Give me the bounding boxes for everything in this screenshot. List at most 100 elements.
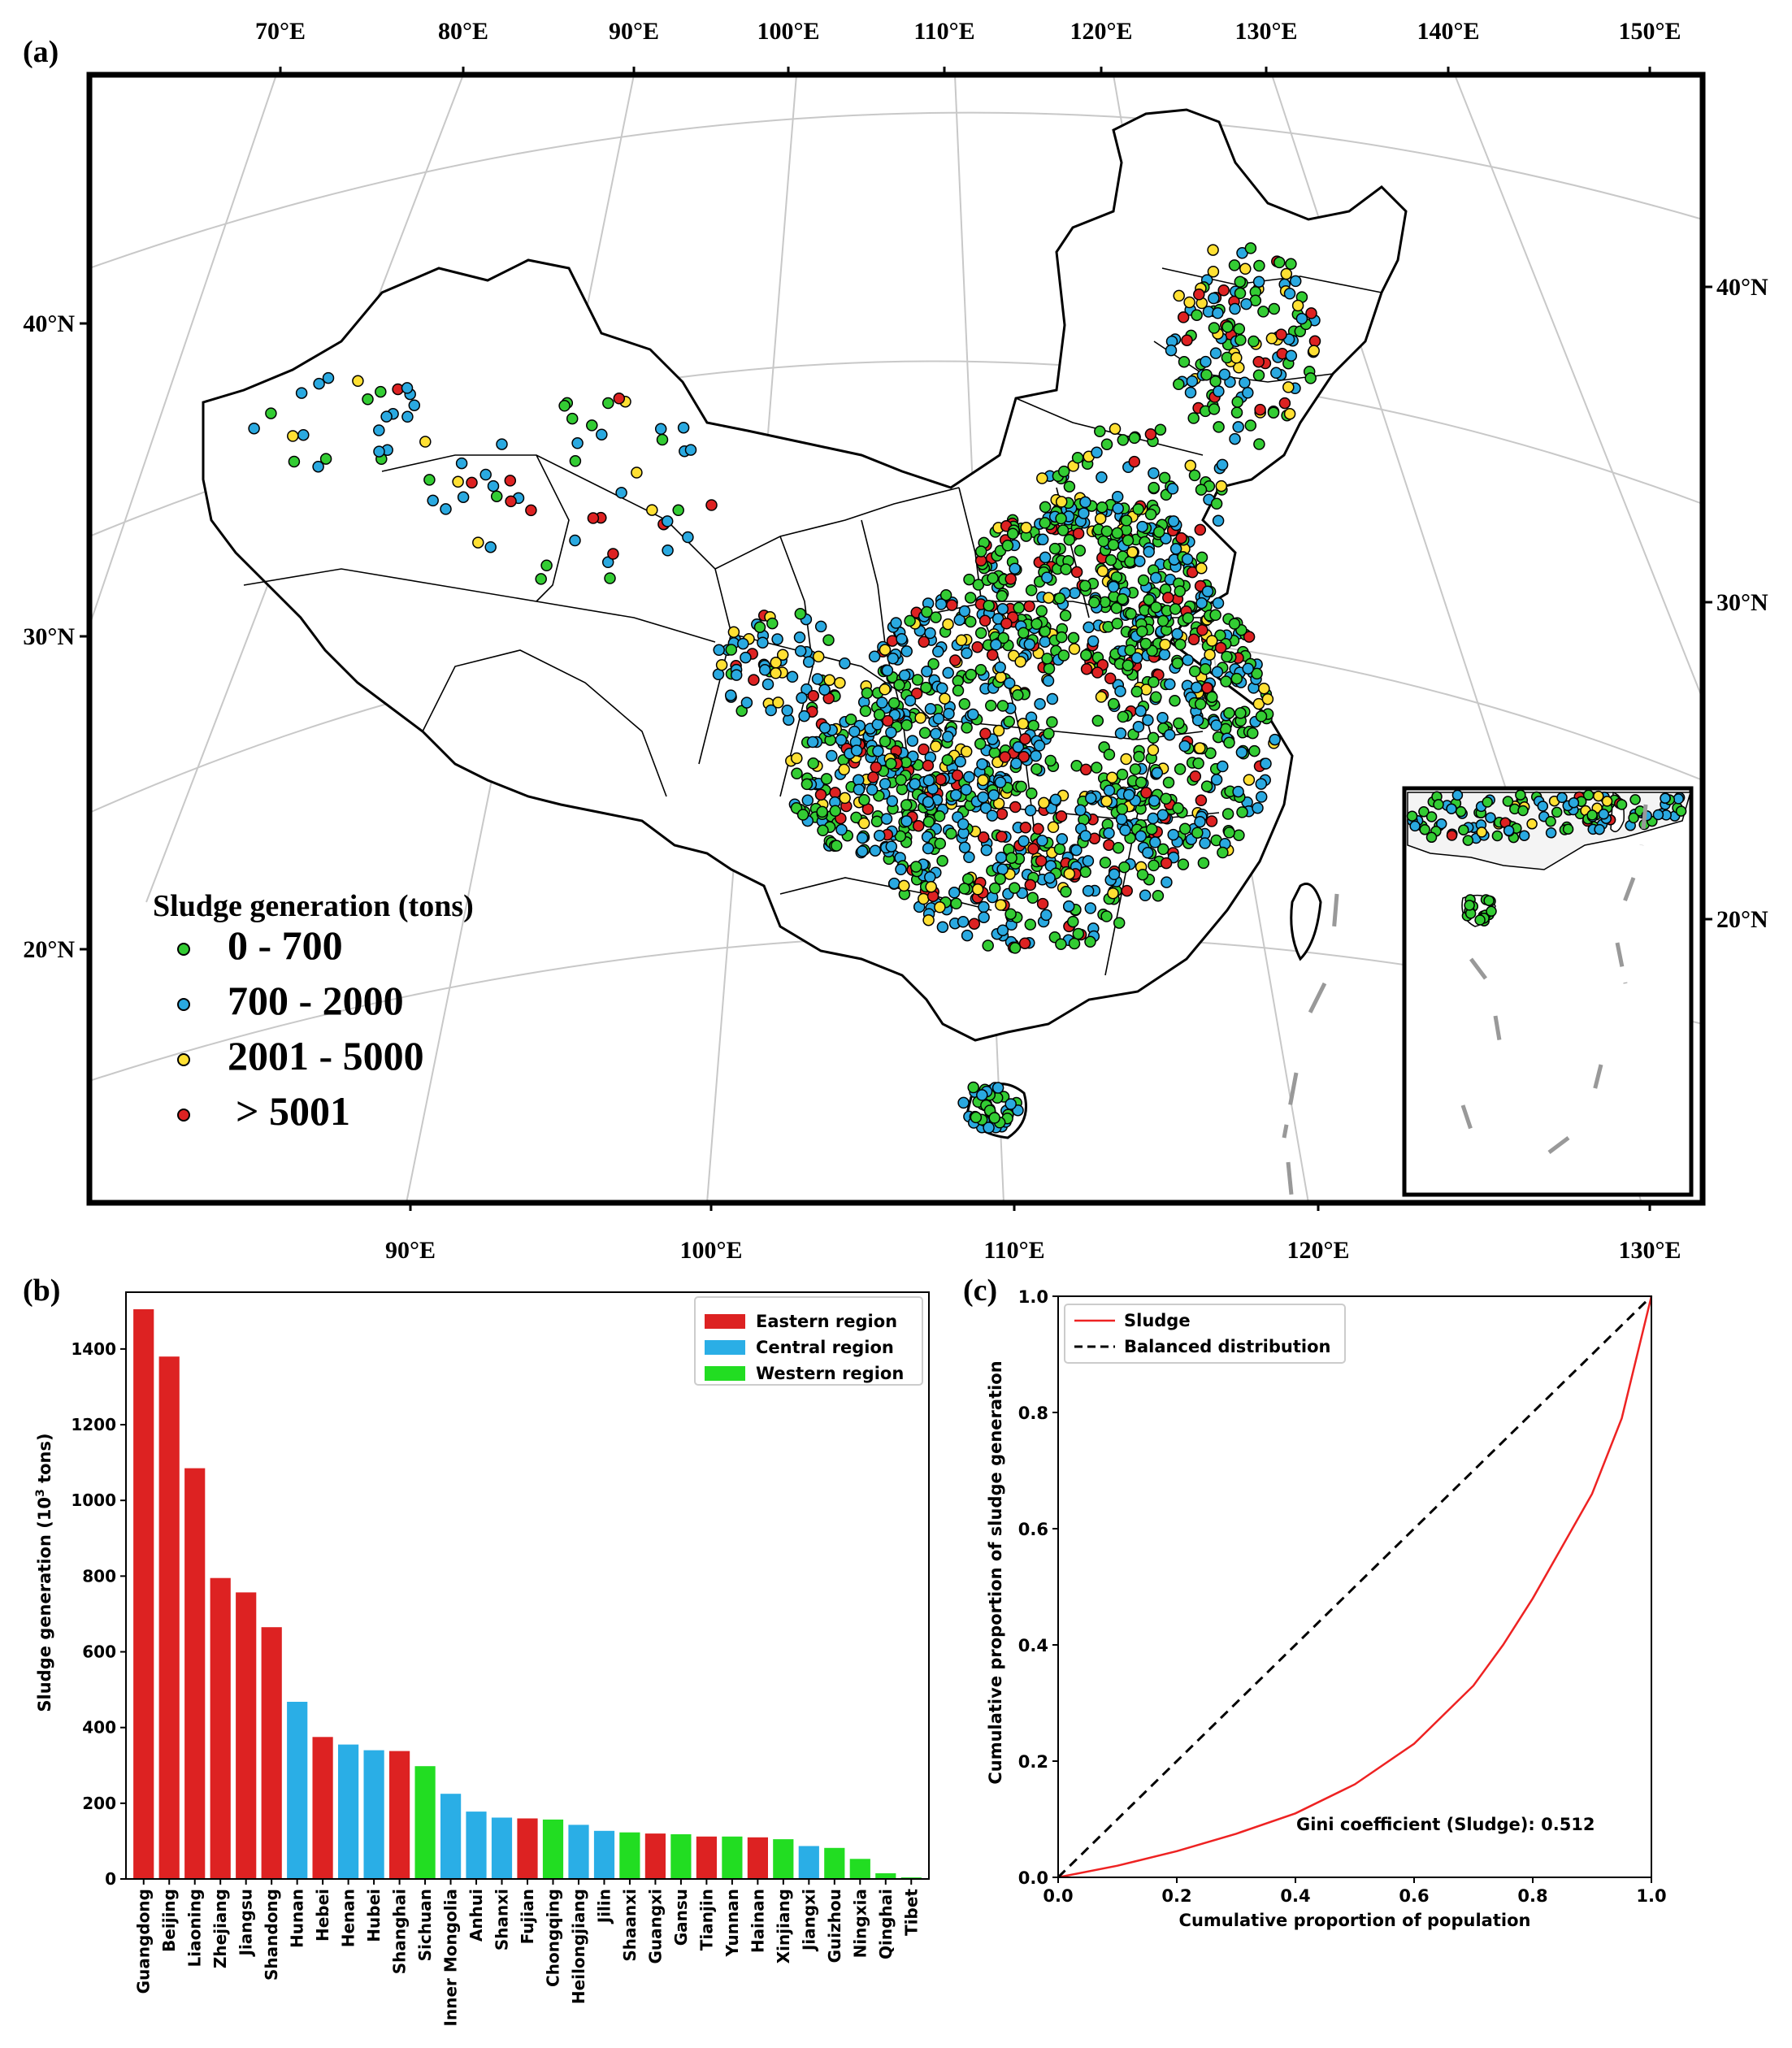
site-point	[1121, 884, 1133, 897]
site-point	[419, 436, 432, 448]
site-point	[1243, 631, 1256, 643]
site-point	[727, 626, 740, 638]
site-point	[1039, 501, 1052, 514]
top-lon-tick-label: 80°E	[438, 18, 488, 45]
bar-x-tick-label: Hunan	[288, 1889, 307, 1948]
site-point	[1026, 787, 1038, 800]
site-point	[1183, 296, 1195, 309]
site-point	[1214, 629, 1226, 642]
site-point	[918, 727, 931, 740]
site-point	[986, 649, 999, 662]
site-point	[823, 674, 835, 687]
site-point	[796, 692, 808, 705]
site-point	[999, 751, 1011, 763]
site-point	[1035, 605, 1048, 618]
site-point	[1232, 785, 1244, 798]
bar-plot-frame	[125, 1291, 930, 1880]
site-point	[1020, 522, 1032, 534]
site-point	[1033, 740, 1046, 752]
site-point	[1200, 355, 1212, 368]
site-point	[1059, 610, 1072, 622]
site-point	[596, 428, 608, 440]
site-point	[1208, 322, 1221, 334]
top-lon-tick-label: 150°E	[1618, 18, 1681, 45]
site-point	[1289, 275, 1302, 288]
site-point	[1233, 829, 1245, 841]
site-point	[1046, 692, 1059, 705]
site-point	[1043, 662, 1056, 675]
site-point	[1143, 593, 1155, 606]
site-point	[1162, 592, 1174, 604]
bar-x-tick-label: Tibet	[901, 1889, 921, 1936]
panel-c-lorenz-chart: (c) Cumulative proportion of sludge gene…	[963, 1273, 1667, 1930]
site-point	[935, 773, 947, 786]
site-point	[1275, 328, 1287, 341]
site-point	[1135, 830, 1148, 843]
site-point	[954, 755, 966, 768]
site-point	[1228, 259, 1241, 271]
site-point	[796, 809, 809, 821]
province-boundary	[779, 536, 814, 797]
site-point	[1100, 525, 1113, 537]
site-point	[1125, 608, 1137, 620]
site-point	[1078, 579, 1091, 592]
site-point	[786, 670, 799, 683]
site-point	[997, 631, 1009, 644]
lorenz-y-tick-label: 0.4	[1018, 1636, 1048, 1655]
left-lat-tick-label: 40°N	[23, 310, 75, 337]
site-point	[839, 792, 851, 805]
site-point	[1205, 815, 1218, 827]
site-point	[856, 831, 869, 844]
site-point	[1057, 524, 1070, 536]
bar-y-tick-label: 0	[105, 1869, 116, 1889]
site-point	[1068, 937, 1081, 950]
site-point	[1132, 503, 1144, 515]
site-point	[886, 635, 899, 647]
site-point	[662, 545, 674, 557]
lorenz-legend-label: Balanced distribution	[1124, 1337, 1330, 1356]
site-point	[996, 700, 1009, 712]
site-point	[971, 640, 983, 653]
site-point	[1148, 795, 1161, 807]
site-point	[1036, 897, 1049, 910]
site-point	[615, 487, 627, 499]
site-point	[798, 709, 810, 722]
site-point	[887, 652, 900, 665]
site-point	[1096, 565, 1109, 578]
sludge-lorenz-curve	[1057, 1295, 1653, 1879]
site-point	[1158, 471, 1171, 484]
site-point	[1055, 810, 1068, 822]
site-point	[1072, 927, 1085, 940]
site-point	[1036, 533, 1049, 546]
site-point	[904, 614, 916, 627]
site-point	[1156, 614, 1169, 627]
site-point	[613, 393, 626, 405]
lorenz-x-tick-label: 0.4	[1280, 1886, 1310, 1906]
site-point	[1009, 882, 1021, 894]
site-point	[1209, 347, 1222, 359]
site-point	[1060, 563, 1072, 575]
site-point	[1117, 710, 1130, 723]
site-point	[971, 883, 984, 896]
site-point	[656, 433, 669, 446]
site-point	[1030, 749, 1042, 762]
site-point	[979, 727, 991, 740]
site-point	[958, 698, 971, 710]
site-point	[1095, 691, 1108, 703]
bar-y-tick-label: 400	[82, 1718, 116, 1738]
inset-site-point	[1464, 900, 1475, 911]
site-point	[1230, 352, 1243, 364]
bar-yunnan	[722, 1836, 743, 1879]
site-point	[601, 556, 614, 569]
bar-anhui	[466, 1812, 487, 1879]
site-point	[758, 664, 771, 676]
site-point	[869, 844, 882, 857]
inset-site-point	[1425, 811, 1438, 822]
site-point	[1191, 309, 1203, 321]
bar-x-tick-label: Guangxi	[645, 1889, 665, 1963]
site-point	[401, 410, 414, 423]
site-point	[566, 412, 579, 425]
site-point	[942, 618, 954, 631]
site-point	[1107, 539, 1120, 551]
site-point	[1112, 502, 1124, 514]
